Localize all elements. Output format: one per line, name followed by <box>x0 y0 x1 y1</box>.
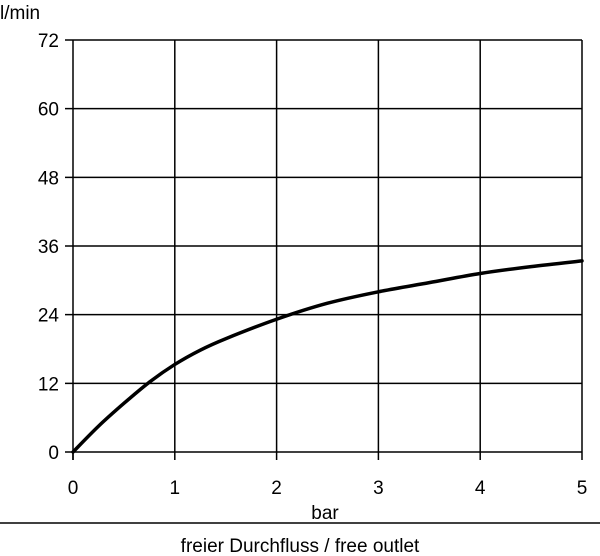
y-tick-labels: 0 12 24 36 48 60 72 <box>38 31 60 464</box>
x-tick-labels: 0 1 2 3 4 5 <box>68 478 588 499</box>
y-tick-label: 12 <box>38 374 59 395</box>
y-axis-label: l/min <box>0 3 40 24</box>
grid-lines <box>65 39 583 452</box>
series-layer <box>71 259 584 454</box>
x-tick-label: 3 <box>373 478 384 499</box>
y-tick-label: 36 <box>38 237 59 258</box>
x-tick-label: 2 <box>271 478 282 499</box>
chart-caption: freier Durchfluss / free outlet <box>181 536 420 556</box>
flow-curve <box>71 259 584 454</box>
x-tick-label: 1 <box>170 478 181 499</box>
y-tick-label: 72 <box>38 31 59 52</box>
x-tick-label: 4 <box>475 478 486 499</box>
y-tick-label: 60 <box>38 100 59 121</box>
y-tick-label: 48 <box>38 168 59 189</box>
axes <box>65 40 583 460</box>
x-axis-label: bar <box>311 503 339 524</box>
y-tick-label: 24 <box>38 306 60 327</box>
x-tick-label: 5 <box>577 478 588 499</box>
x-tick-label: 0 <box>68 478 79 499</box>
y-tick-label: 0 <box>48 443 59 464</box>
